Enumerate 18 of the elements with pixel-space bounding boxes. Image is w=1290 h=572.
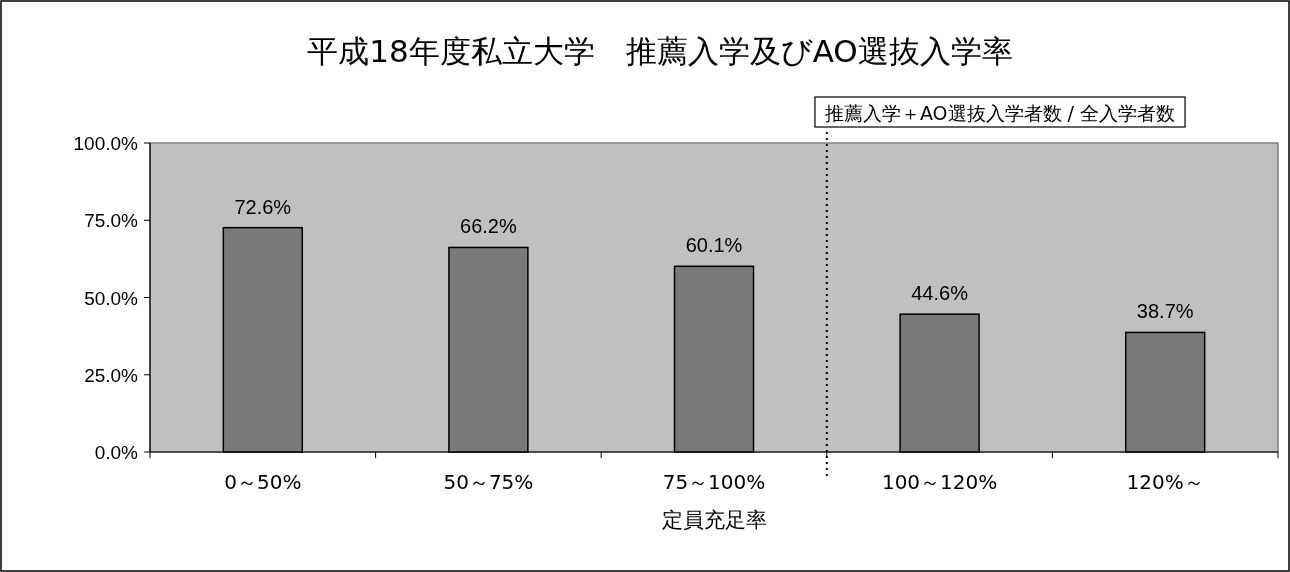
y-tick-label: 50.0% [84,287,139,309]
x-axis-title: 定員充足率 [661,508,767,532]
data-label: 72.6% [234,195,292,218]
data-label: 60.1% [685,234,743,257]
y-tick-label: 25.0% [84,364,139,386]
data-label: 38.7% [1136,300,1194,323]
data-label: 44.6% [911,282,969,305]
data-label: 66.2% [460,215,517,238]
chart-title: 平成18年度私立大学 推薦入学及びAO選抜入学率 [307,33,1013,69]
x-tick-label: 120%～ [1126,470,1204,494]
x-tick-label: 75～100% [662,470,766,494]
x-tick-label: 50～75% [443,470,534,494]
x-tick-label: 0～50% [224,470,302,494]
y-tick-label: 75.0% [84,210,139,232]
y-tick-label: 100.0% [73,133,139,154]
x-tick-label: 100～120% [881,470,998,494]
y-tick-label: 0.0% [94,442,139,463]
chart-subtitle: 推薦入学＋AO選抜入学者数 / 全入学者数 [824,102,1176,124]
